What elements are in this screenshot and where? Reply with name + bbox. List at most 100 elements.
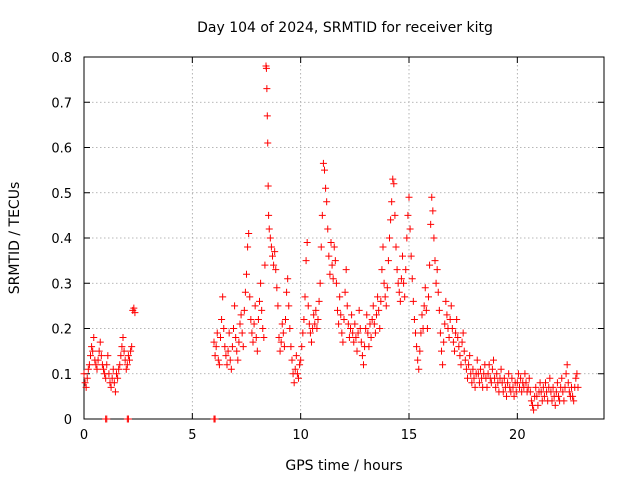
data-point: [360, 361, 367, 369]
data-point: [252, 334, 260, 342]
data-point: [100, 365, 107, 373]
data-point: [362, 325, 370, 332]
data-point: [560, 397, 568, 405]
data-point: [564, 379, 572, 387]
data-point: [574, 383, 582, 391]
data-point: [81, 379, 89, 387]
data-point: [298, 343, 306, 351]
data-point: [257, 279, 265, 287]
data-point: [338, 329, 346, 337]
data-point: [555, 392, 562, 400]
data-point: [239, 343, 247, 351]
data-point: [265, 225, 273, 233]
data-point: [232, 334, 240, 342]
data-point: [292, 352, 300, 360]
data-point: [414, 356, 422, 364]
data-point: [453, 315, 461, 323]
data-point: [442, 297, 450, 305]
data-point: [570, 397, 578, 405]
data-point: [551, 401, 559, 409]
data-point: [324, 225, 332, 233]
data-point: [300, 315, 308, 323]
y-tick-label: 0.4: [51, 232, 72, 247]
data-point: [484, 370, 492, 378]
data-point: [388, 198, 396, 206]
data-point: [103, 415, 111, 423]
data-point: [259, 325, 267, 332]
data-point: [279, 329, 287, 337]
data-point: [368, 315, 376, 323]
data-point: [357, 338, 365, 346]
data-point: [509, 383, 517, 391]
data-point: [552, 388, 560, 396]
data-point: [293, 370, 301, 378]
axis-tick-labels: 0 5 10 15 20 0 0.1 0.2 0.3 0.4 0.5 0.6 0.7 0.8: [51, 51, 525, 443]
data-point: [358, 352, 366, 360]
data-point: [313, 325, 321, 332]
data-point: [262, 64, 270, 72]
data-point: [329, 275, 337, 283]
data-point: [440, 338, 448, 346]
data-point: [342, 266, 350, 274]
y-tick-label: 0.1: [51, 368, 72, 383]
data-point: [475, 379, 483, 387]
data-point: [477, 365, 484, 373]
data-point: [521, 370, 529, 378]
data-point: [393, 266, 401, 274]
data-point: [271, 248, 279, 256]
data-point: [226, 356, 234, 364]
data-point: [549, 383, 557, 391]
data-point: [469, 365, 477, 373]
data-point: [382, 302, 390, 310]
data-point: [348, 311, 356, 319]
data-point: [213, 329, 221, 337]
grid: [84, 57, 604, 419]
data-point: [454, 334, 462, 342]
data-point: [94, 356, 102, 364]
data-point: [284, 275, 292, 283]
data-point: [283, 288, 291, 296]
data-point: [278, 320, 286, 328]
data-point: [365, 343, 373, 351]
data-point: [335, 320, 343, 328]
data-point: [119, 334, 127, 342]
data-point: [302, 257, 310, 265]
x-axis-title: GPS time / hours: [285, 458, 402, 474]
data-point: [485, 361, 493, 369]
data-point: [107, 383, 115, 391]
data-point: [565, 388, 573, 396]
data-point: [386, 234, 393, 242]
data-point: [111, 388, 119, 396]
data-point: [227, 365, 235, 373]
data-point: [525, 374, 533, 382]
data-point: [96, 338, 104, 346]
data-point: [251, 302, 259, 310]
data-point: [234, 356, 242, 364]
data-point: [389, 175, 397, 183]
data-point: [103, 361, 111, 369]
data-point: [128, 343, 136, 351]
data-point: [336, 293, 344, 301]
data-point: [559, 388, 567, 396]
data-point: [452, 329, 460, 337]
data-point: [553, 379, 561, 387]
data-point: [459, 329, 467, 337]
data-point: [458, 338, 466, 346]
data-point: [370, 320, 378, 328]
data-point: [375, 306, 383, 314]
data-point: [409, 297, 417, 305]
data-point: [416, 347, 424, 355]
data-point: [401, 293, 409, 301]
data-point: [384, 257, 392, 265]
data-point: [420, 302, 428, 310]
data-point: [418, 311, 426, 319]
data-point: [423, 325, 431, 332]
data-point: [93, 365, 101, 373]
data-point: [130, 304, 138, 312]
data-point: [517, 374, 525, 382]
data-point: [220, 325, 228, 332]
data-point: [530, 406, 538, 414]
data-point: [124, 352, 132, 360]
data-point: [470, 374, 478, 382]
data-point: [269, 252, 276, 260]
